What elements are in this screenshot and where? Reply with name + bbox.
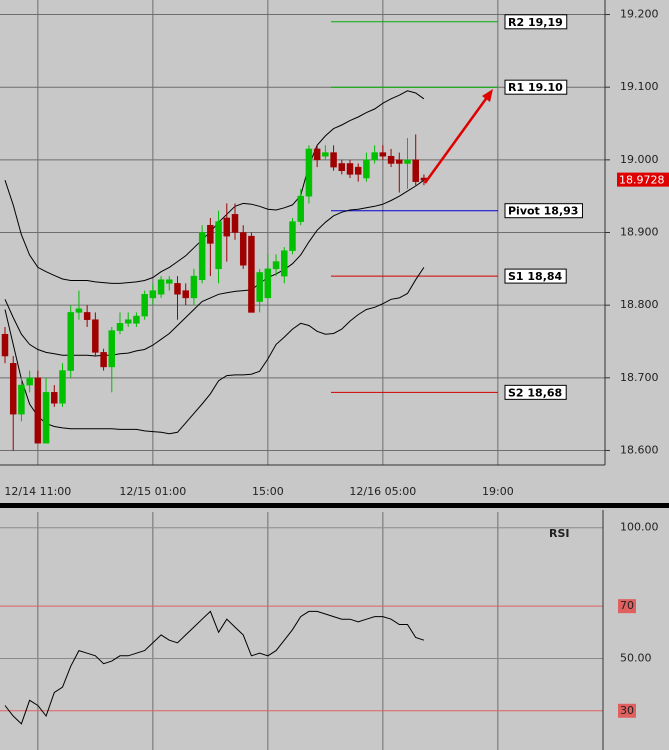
pivot-label: S1 18,84 [508, 270, 563, 283]
x-tick-label: 15:00 [252, 485, 284, 498]
grid-layer [0, 0, 605, 750]
y-tick-label: 70 [620, 599, 634, 612]
candle-body [239, 232, 247, 266]
pivot-label-box [504, 268, 567, 284]
pivot-label-box [504, 79, 568, 95]
y-tick-label: 100.00 [620, 521, 659, 534]
candle-body [223, 217, 231, 237]
candle-body [92, 319, 99, 353]
candle-body [363, 159, 370, 179]
candle-body [248, 235, 255, 313]
pivot-label: R2 19,19 [508, 16, 563, 29]
candle-body [51, 392, 58, 404]
candle-body [207, 224, 214, 244]
plot-layer [1, 21, 498, 725]
y-tick-label: 19.000 [620, 153, 659, 166]
candle-body [305, 148, 313, 197]
candle-body [387, 155, 395, 164]
candle-body [354, 166, 362, 175]
y-tick-label: 18.900 [620, 226, 659, 239]
panel-separator [0, 503, 669, 508]
candle-body [256, 272, 263, 302]
y-tick-label: 50.00 [620, 651, 652, 664]
candle-body [34, 377, 42, 444]
candle-body [190, 275, 198, 299]
candle-body [83, 312, 91, 320]
arrow-head [482, 89, 493, 102]
candle-body [379, 152, 387, 157]
level-tick-box [618, 703, 636, 718]
bollinger-band [4, 90, 425, 284]
bollinger-band [4, 179, 425, 357]
candle-body [26, 377, 33, 386]
candle-body [404, 159, 411, 164]
candle-body [264, 268, 272, 299]
candle-body [281, 250, 288, 277]
candle-body [412, 159, 419, 182]
pivot-label-box [504, 14, 568, 30]
candle-body [141, 294, 148, 317]
candle-body [182, 290, 189, 299]
candle-body [157, 279, 165, 295]
x-tick-label: 12/16 05:00 [349, 485, 416, 498]
candle-body [396, 159, 403, 164]
y-tick-label: 30 [620, 704, 634, 717]
x-tick-label: 12/14 11:00 [4, 485, 71, 498]
candle-body [313, 148, 321, 161]
candle-body [149, 290, 157, 299]
candle-body [59, 370, 66, 404]
candle-body [67, 312, 74, 371]
candle-body [174, 283, 181, 295]
bollinger-band [4, 267, 425, 435]
candle-body [1, 333, 9, 357]
candle-body [297, 195, 304, 222]
candle-body [322, 152, 329, 157]
x-tick-label: 12/15 01:00 [119, 485, 186, 498]
candle-body [338, 163, 346, 171]
candle-body [42, 392, 50, 444]
pivot-label-box [504, 384, 567, 400]
candle-body [116, 323, 124, 331]
candle-body [9, 363, 17, 415]
candle-body [215, 221, 222, 270]
rsi-title: RSI [549, 527, 570, 540]
y-tick-label: 19.100 [620, 80, 659, 93]
candle-body [231, 214, 239, 233]
candle-body [166, 279, 173, 284]
candle-body [289, 221, 296, 251]
y-tick-label: 18.800 [620, 298, 659, 311]
candle-body [346, 163, 354, 175]
candle-body [198, 232, 206, 280]
candle-body [371, 152, 378, 161]
pivot-label: R1 19.10 [508, 81, 563, 94]
candle-body [133, 315, 140, 324]
level-tick-box [618, 599, 636, 614]
candle-body [75, 308, 83, 313]
annotation-arrow [423, 89, 493, 184]
y-tick-label: 18.600 [620, 443, 659, 456]
pivot-label: S2 18,68 [508, 386, 562, 399]
candle-body [330, 152, 337, 168]
x-tick-label: 19:00 [482, 485, 514, 498]
pivot-label-box [504, 203, 583, 219]
arrow-shaft [423, 95, 490, 184]
last-price-label: 18.9728 [619, 174, 665, 187]
candle-body [108, 330, 116, 368]
y-tick-label: 18.700 [620, 371, 659, 384]
y-tick-label: 19.200 [620, 8, 659, 21]
candle-body [18, 384, 25, 415]
rsi-line [4, 610, 425, 725]
candle-body [100, 352, 107, 368]
candle-body [272, 261, 280, 270]
label-layer: 12/14 11:00 12/15 01:00 15:00 12/16 05:00 19… [4, 8, 669, 718]
pivot-label: Pivot 18,93 [508, 205, 578, 218]
candle-body [124, 319, 132, 324]
last-price-box [617, 172, 669, 187]
